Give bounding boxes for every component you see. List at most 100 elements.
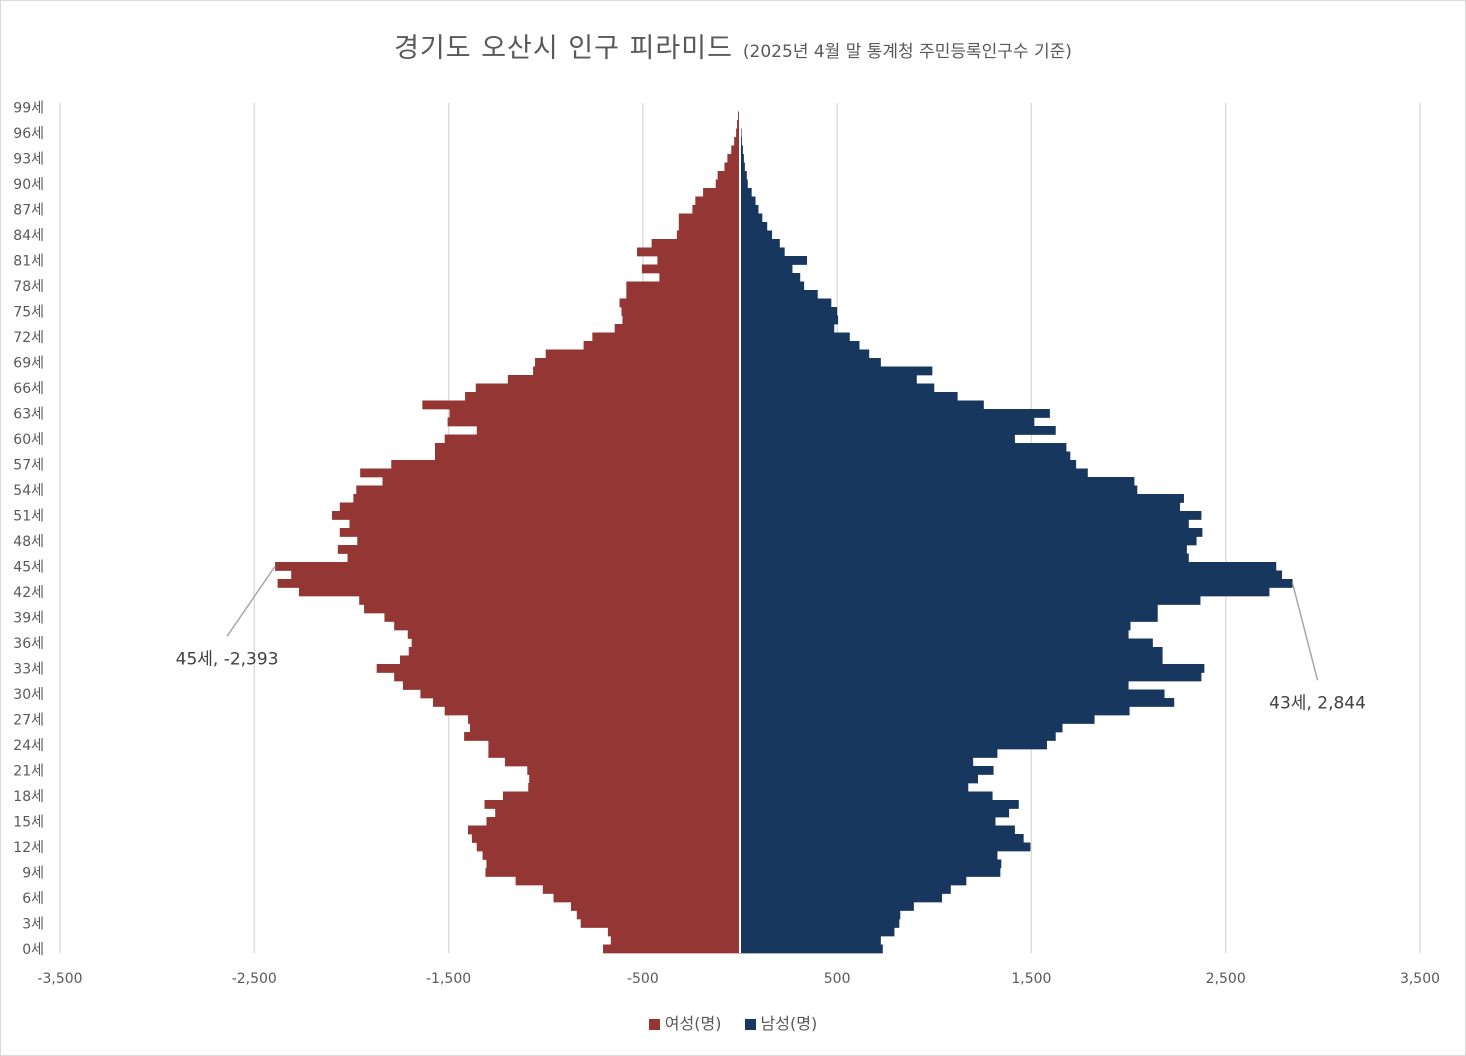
male-bar	[740, 630, 1129, 639]
male-bar	[740, 800, 1019, 809]
male-bar	[740, 808, 1010, 818]
female-bar	[485, 868, 740, 877]
female-bar	[607, 927, 740, 937]
male-bar	[740, 783, 969, 792]
female-bar	[433, 698, 740, 707]
female-bar	[583, 341, 740, 350]
annotation-label: 43세, 2,844	[1269, 693, 1366, 713]
female-bar	[610, 936, 740, 945]
female-bar	[621, 307, 740, 316]
female-bar	[641, 264, 740, 274]
female-bar	[488, 740, 740, 750]
y-tick-label: 36세	[13, 636, 44, 652]
female-bar	[619, 298, 740, 308]
x-tick-label: 2,500	[1206, 971, 1246, 987]
male-bar	[740, 392, 958, 401]
male-bar	[740, 264, 793, 274]
female-bar	[476, 426, 740, 435]
y-tick-label: 24세	[13, 738, 44, 754]
female-bar	[678, 213, 740, 223]
x-tick-label: -500	[627, 971, 659, 987]
y-tick-label: 15세	[13, 814, 44, 830]
y-tick-label: 84세	[13, 228, 44, 244]
female-bar	[736, 128, 740, 138]
male-bar	[740, 604, 1158, 614]
female-bar	[447, 417, 740, 427]
female-bar	[408, 647, 740, 656]
female-bar	[471, 834, 740, 843]
male-bar	[740, 349, 870, 359]
male-bar	[740, 485, 1138, 495]
female-bar	[376, 664, 740, 673]
female-bar	[275, 562, 740, 571]
male-bar	[740, 927, 895, 937]
female-bar	[504, 757, 740, 767]
male-bar	[740, 587, 1270, 597]
male-bar	[740, 766, 994, 775]
male-bar	[740, 196, 756, 206]
male-bar	[740, 596, 1201, 605]
annotation-label: 45세, -2,393	[176, 649, 279, 669]
female-bar	[535, 358, 740, 367]
male-bar	[740, 706, 1130, 716]
female-bar	[469, 723, 740, 733]
male-bar	[740, 477, 1135, 486]
male-bar	[740, 893, 943, 903]
annotations: 45세, -2,393 43세, 2,844	[176, 565, 1366, 713]
female-bar	[434, 451, 740, 461]
female-bar	[553, 893, 740, 903]
y-tick-label: 66세	[13, 381, 44, 397]
female-bar	[515, 876, 740, 886]
female-bar	[349, 519, 740, 529]
male-bar	[740, 638, 1153, 648]
chart-subtitle: (2025년 4월 말 통계청 주민등록인구수 기준)	[742, 42, 1072, 62]
female-bar	[407, 630, 740, 639]
female-bar	[542, 885, 740, 894]
male-bar	[740, 222, 768, 231]
female-bar	[347, 553, 740, 563]
female-bar	[676, 230, 740, 240]
female-bar	[622, 315, 740, 325]
x-axis-tick-labels: -3,500 -2,500 -1,500 -500 500 1,500 2,500 3,500	[37, 971, 1440, 987]
y-tick-label: 90세	[13, 177, 44, 193]
y-tick-label: 78세	[13, 279, 44, 295]
male-bar	[740, 400, 984, 410]
male-bar	[740, 681, 1129, 690]
female-bar	[731, 145, 740, 155]
y-tick-label: 93세	[13, 151, 44, 167]
annotation-leader-line	[226, 565, 276, 637]
y-tick-label: 99세	[13, 100, 44, 116]
male-bar	[740, 468, 1088, 478]
legend-label-female: 여성(명)	[664, 1014, 722, 1033]
y-axis-tick-labels: 0세 3세 6세 9세 12세 15세 18세 21세 24세 27세 30세 33세 36세 39세 42…	[13, 100, 44, 958]
x-tick-label: -1,500	[426, 971, 471, 987]
y-tick-label: 96세	[13, 126, 44, 142]
male-bar	[740, 715, 1095, 724]
female-bar	[337, 545, 740, 554]
male-bar	[740, 579, 1293, 588]
male-bar	[740, 851, 998, 860]
male-bar	[740, 842, 1031, 852]
female-bar	[444, 434, 740, 444]
y-tick-label: 18세	[13, 789, 44, 805]
male-bar	[740, 213, 763, 223]
female-bar	[626, 290, 740, 299]
female-bar	[603, 944, 740, 954]
male-bar	[740, 613, 1158, 622]
male-bar	[740, 545, 1187, 554]
male-bar	[740, 341, 860, 350]
female-bar	[614, 324, 740, 333]
female-bar	[507, 375, 740, 384]
male-bar	[740, 162, 745, 172]
male-bar	[740, 273, 801, 282]
female-bar	[695, 196, 740, 206]
male-bar	[740, 723, 1063, 733]
y-tick-label: 9세	[22, 865, 44, 881]
female-bar	[533, 366, 740, 376]
y-tick-label: 21세	[13, 763, 44, 779]
female-bar	[724, 162, 740, 172]
female-bar	[734, 137, 740, 146]
female-bar	[468, 825, 740, 835]
female-bar	[339, 528, 740, 537]
male-bar	[740, 834, 1024, 843]
